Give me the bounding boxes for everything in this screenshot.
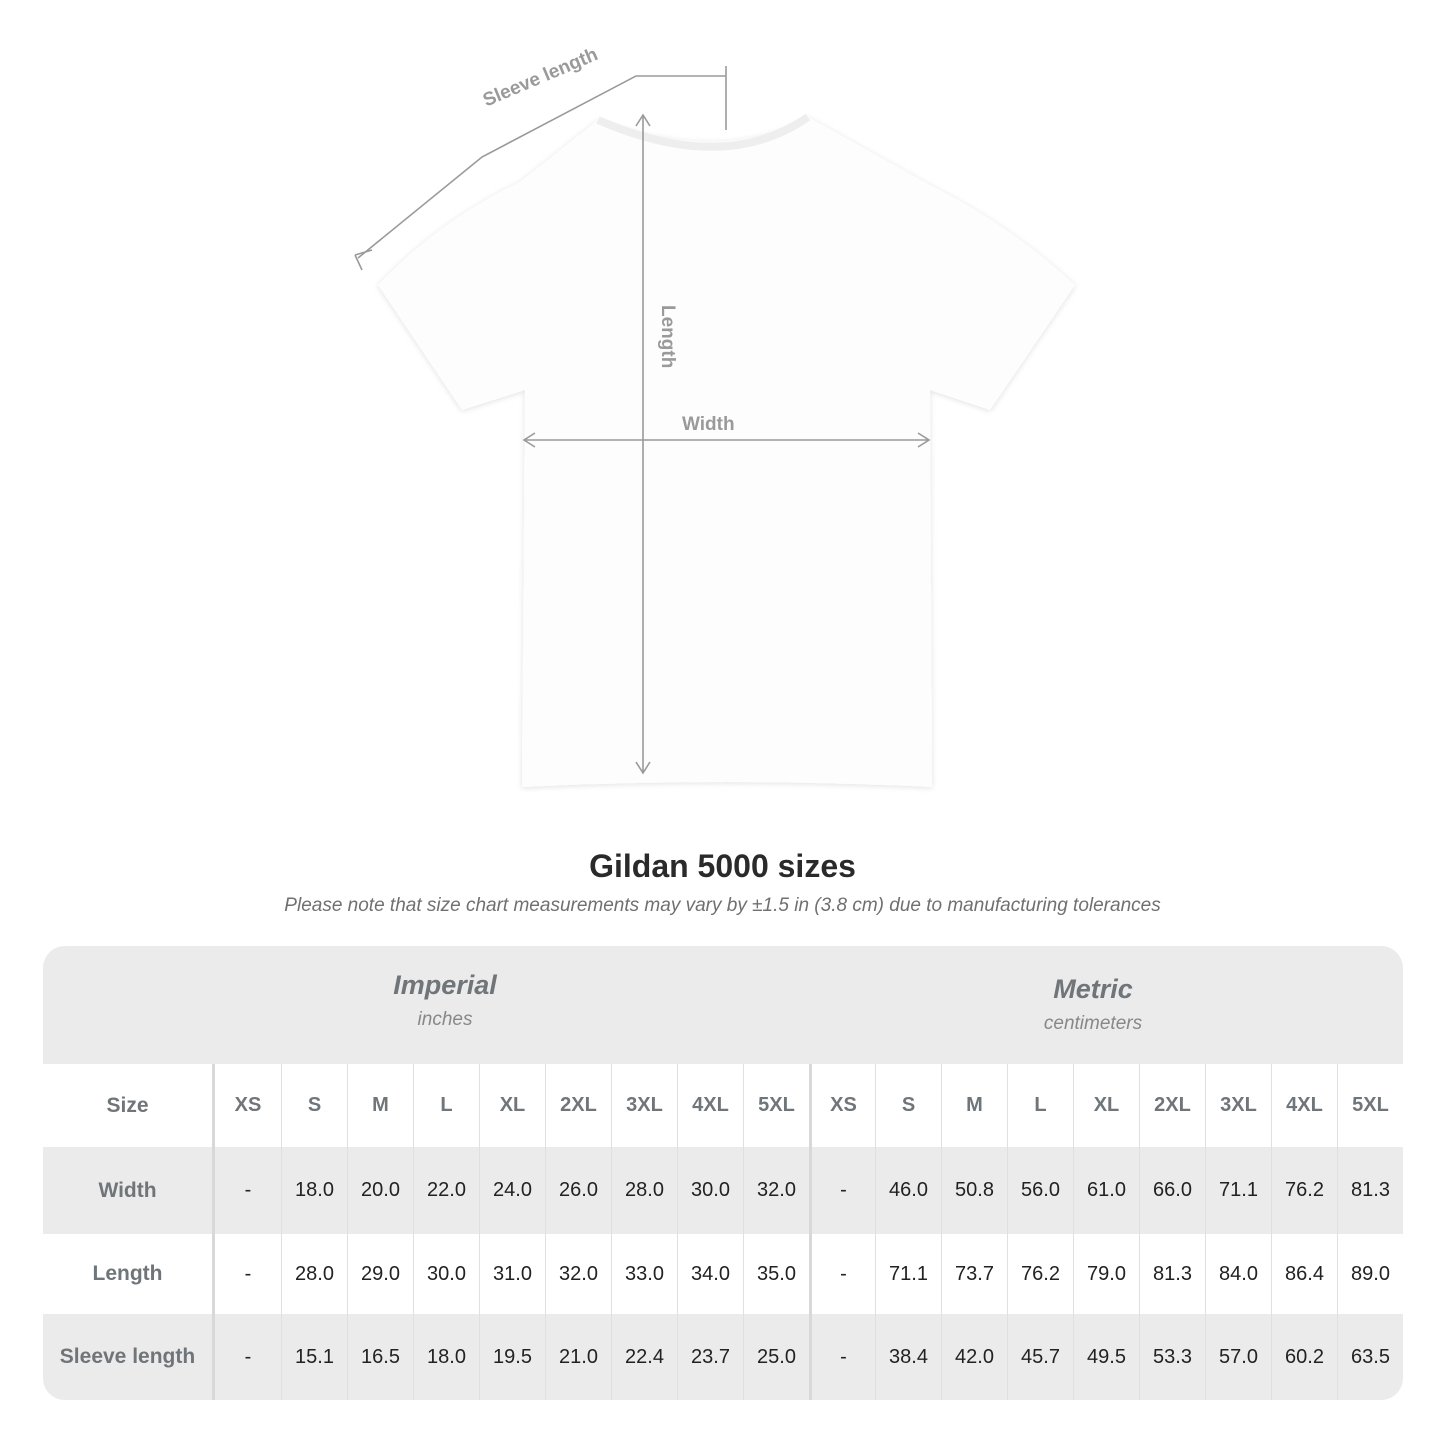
table-cell: 29.0	[347, 1234, 413, 1314]
size-column-header: XS	[809, 1064, 875, 1147]
table-cell: 31.0	[479, 1234, 545, 1314]
table-cell: -	[244, 1262, 252, 1285]
table-cell: 46.0	[875, 1147, 941, 1234]
row-label: Length	[43, 1234, 215, 1314]
table-row: Length -28.0 29.0 30.0 31.0 32.0 33.0 34.0 35.0-…	[43, 1234, 1403, 1314]
size-column-header: XL	[1073, 1064, 1139, 1147]
size-column-header: 5XL	[743, 1064, 809, 1147]
table-cell: 20.0	[347, 1147, 413, 1234]
table-cell: -	[809, 1234, 875, 1314]
table-cell: 86.4	[1271, 1234, 1337, 1314]
table-cell: -	[809, 1314, 875, 1400]
table-cell: 16.5	[347, 1314, 413, 1400]
table-cell: 22.0	[413, 1147, 479, 1234]
chart-title: Gildan 5000 sizes	[589, 848, 856, 884]
size-column-header: L	[1007, 1064, 1073, 1147]
table-cell: 18.0	[413, 1314, 479, 1400]
size-column-header: S	[875, 1064, 941, 1147]
tshirt-image	[378, 117, 1075, 787]
size-column-header: 4XL	[1271, 1064, 1337, 1147]
table-cell: 19.5	[479, 1314, 545, 1400]
table-cell: 76.2	[1271, 1147, 1337, 1234]
size-table: Imperial inches Metric centimeters Size X…	[43, 946, 1403, 1400]
row-label: Width	[43, 1147, 215, 1234]
length-label: Length	[657, 305, 678, 369]
imperial-unit: inches	[417, 1009, 473, 1030]
size-column-header: S	[281, 1064, 347, 1147]
size-column-header: XL	[479, 1064, 545, 1147]
table-cell: -	[809, 1147, 875, 1234]
size-column-header: 2XL	[1139, 1064, 1205, 1147]
table-cell: -	[244, 1179, 252, 1201]
table-cell: 15.1	[281, 1314, 347, 1400]
table-cell: 42.0	[941, 1314, 1007, 1400]
size-column-header: 5XL	[1337, 1064, 1403, 1147]
size-label: Size	[43, 1064, 215, 1147]
table-cell: 84.0	[1205, 1234, 1271, 1314]
table-cell: 21.0	[545, 1314, 611, 1400]
metric-header: Metric centimeters	[863, 974, 1323, 1092]
table-cell: 24.0	[479, 1147, 545, 1234]
table-cell: 28.0	[281, 1234, 347, 1314]
table-cell: 34.0	[677, 1234, 743, 1314]
table-row: Width -18.0 20.0 22.0 24.0 26.0 28.0 30.0 32.0-4…	[43, 1147, 1403, 1234]
size-column-header: 2XL	[545, 1064, 611, 1147]
table-cell: 81.3	[1139, 1234, 1205, 1314]
sleeve-measure-line	[357, 75, 726, 259]
table-cell: 49.5	[1073, 1314, 1139, 1400]
table-cell: 63.5	[1337, 1314, 1403, 1400]
size-column-header: 3XL	[1205, 1064, 1271, 1147]
width-label: Width	[682, 414, 735, 435]
table-cell: 71.1	[1205, 1147, 1271, 1234]
table-cell: 32.0	[743, 1147, 809, 1234]
table-cell: 30.0	[677, 1147, 743, 1234]
table-cell: 60.2	[1271, 1314, 1337, 1400]
table-cell: 66.0	[1139, 1147, 1205, 1234]
imperial-header: Imperial inches	[215, 970, 675, 1088]
size-column-header: L	[413, 1064, 479, 1147]
table-cell: -	[244, 1345, 252, 1368]
table-cell: 56.0	[1007, 1147, 1073, 1234]
tshirt-diagram	[354, 66, 1075, 787]
metric-title: Metric	[1053, 974, 1133, 1004]
size-header-row: Size XS S M L XL 2XL 3XL 4XL 5XL XS S M L XL 2XL 3XL 4XL 5…	[43, 1064, 1403, 1147]
table-cell: 30.0	[413, 1234, 479, 1314]
table-cell: 35.0	[743, 1234, 809, 1314]
table-cell: 33.0	[611, 1234, 677, 1314]
table-cell: 38.4	[875, 1314, 941, 1400]
table-cell: 73.7	[941, 1234, 1007, 1314]
imperial-title: Imperial	[393, 970, 497, 1000]
table-cell: 76.2	[1007, 1234, 1073, 1314]
size-column-header: M	[941, 1064, 1007, 1147]
length-measure-line	[635, 113, 651, 775]
table-cell: 22.4	[611, 1314, 677, 1400]
table-cell: 89.0	[1337, 1234, 1403, 1314]
table-cell: 57.0	[1205, 1314, 1271, 1400]
table-cell: 53.3	[1139, 1314, 1205, 1400]
table-cell: 81.3	[1337, 1147, 1403, 1234]
table-cell: 26.0	[545, 1147, 611, 1234]
table-row: Sleeve length - 15.1 16.5 18.0 19.5 21.0 22.4 23…	[43, 1314, 1403, 1400]
size-column-header: XS	[234, 1094, 262, 1116]
tolerance-note: Please note that size chart measurements…	[284, 895, 1161, 916]
width-measure-line	[522, 432, 931, 448]
table-cell: 28.0	[611, 1147, 677, 1234]
size-column-header: M	[347, 1064, 413, 1147]
row-label: Sleeve length	[43, 1314, 215, 1400]
table-cell: 23.7	[677, 1314, 743, 1400]
table-cell: 18.0	[281, 1147, 347, 1234]
table-cell: 32.0	[545, 1234, 611, 1314]
table-cell: 50.8	[941, 1147, 1007, 1234]
table-cell: 71.1	[875, 1234, 941, 1314]
size-column-header: 4XL	[677, 1064, 743, 1147]
table-cell: 61.0	[1073, 1147, 1139, 1234]
table-cell: 79.0	[1073, 1234, 1139, 1314]
size-column-header: 3XL	[611, 1064, 677, 1147]
table-cell: 45.7	[1007, 1314, 1073, 1400]
table-cell: 25.0	[743, 1314, 809, 1400]
metric-unit: centimeters	[1043, 1013, 1143, 1034]
